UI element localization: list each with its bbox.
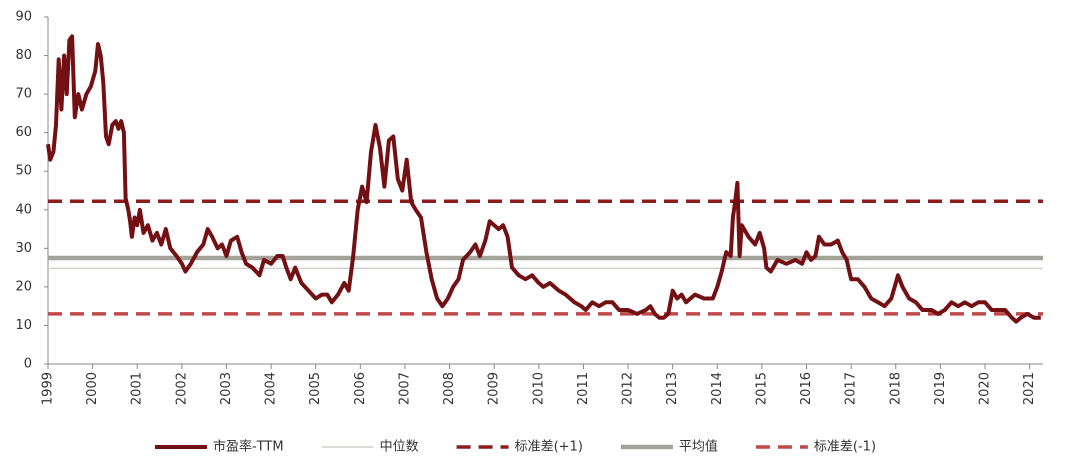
x-tick-label: 2005 [308,372,323,405]
x-tick-label: 2013 [665,372,680,405]
x-tick-label: 2011 [576,372,591,405]
legend-label: 中位数 [380,440,419,455]
x-tick-label: 2006 [353,372,368,405]
x-tick-label: 2007 [397,372,412,405]
x-tick-label: 2016 [799,372,814,405]
x-tick-label: 2020 [977,372,992,405]
y-tick-label: 60 [15,125,32,140]
x-tick-label: 2019 [933,372,948,405]
x-tick-label: 2009 [487,372,502,405]
x-tick-label: 2015 [754,372,769,405]
y-tick-label: 50 [15,164,32,179]
legend-label: 市盈率-TTM [213,439,284,455]
x-tick-label: 2012 [621,372,636,405]
x-tick-label: 2002 [174,372,189,405]
legend-label: 标准差(-1) [814,440,876,455]
x-tick-label: 2018 [888,372,903,405]
x-tick-label: 2014 [710,372,725,405]
x-tick-label: 2021 [1022,372,1037,405]
x-tick-label: 2001 [130,372,145,405]
x-tick-label: 2010 [531,372,546,405]
x-tick-label: 2000 [85,372,100,405]
x-tick-label: 2008 [442,372,457,405]
y-tick-label: 30 [15,241,32,256]
series-line [46,34,1041,324]
y-tick-label: 90 [15,10,32,25]
y-tick-label: 40 [15,202,32,217]
x-tick-label: 2004 [264,372,279,405]
legend-label: 平均值 [679,439,718,455]
y-tick-label: 70 [15,87,32,102]
y-tick-label: 20 [15,279,32,294]
y-tick-label: 10 [15,318,32,333]
legend-label: 标准差(+1) [515,440,583,455]
y-tick-label: 0 [24,357,32,372]
x-tick-label: 2017 [844,372,859,405]
x-tick-label: 2003 [219,372,234,405]
y-tick-label: 80 [15,48,32,63]
x-tick-label: 1999 [41,372,56,405]
